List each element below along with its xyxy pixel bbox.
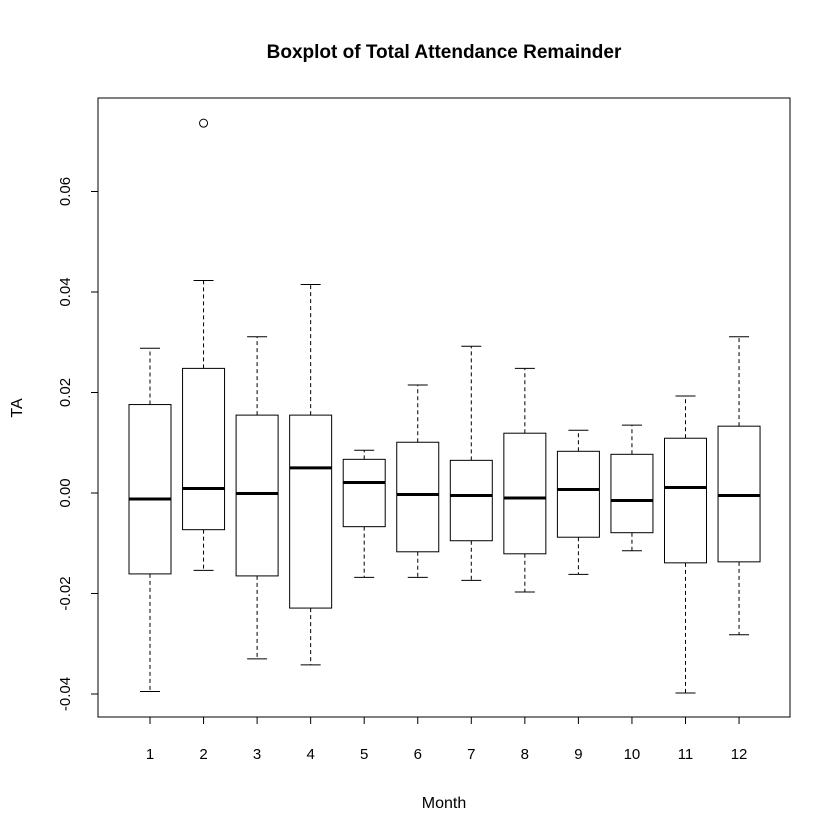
y-tick-label: 0.04 <box>57 277 74 306</box>
y-tick-label: 0.02 <box>57 378 74 407</box>
box-month-7 <box>449 345 493 581</box>
iqr-box <box>289 414 333 609</box>
box-month-4 <box>289 283 333 666</box>
iqr-box <box>717 425 761 563</box>
x-tick-label: 10 <box>624 746 641 763</box>
box-month-12 <box>717 336 761 636</box>
iqr-box <box>664 437 707 564</box>
box-month-6 <box>396 384 440 578</box>
y-tick-label: -0.02 <box>57 576 74 610</box>
iqr-box <box>610 453 654 534</box>
x-tick-label: 6 <box>414 746 422 763</box>
x-tick-label: 4 <box>306 746 314 763</box>
box-month-2 <box>182 118 226 571</box>
box-month-11 <box>664 395 707 694</box>
y-tick-label: -0.04 <box>57 677 74 711</box>
chart-title: Boxplot of Total Attendance Remainder <box>267 42 622 63</box>
x-axis: 1 2 3 4 5 6 7 8 9 10 11 12 <box>146 716 748 763</box>
iqr-box <box>342 458 386 528</box>
iqr-box <box>128 404 172 575</box>
x-tick-label: 12 <box>731 746 748 763</box>
iqr-box <box>503 432 547 555</box>
box-month-9 <box>556 429 600 575</box>
x-tick-label: 9 <box>574 746 582 763</box>
box-month-3 <box>235 336 279 660</box>
iqr-box <box>556 450 600 538</box>
boxes-layer <box>128 118 761 694</box>
y-axis-label: TA <box>9 398 26 418</box>
x-tick-label: 7 <box>467 746 475 763</box>
y-tick-label: 0.00 <box>57 478 74 507</box>
iqr-box <box>449 459 493 542</box>
box-month-8 <box>503 367 547 593</box>
iqr-box <box>235 414 279 577</box>
outlier-point <box>199 118 209 128</box>
x-tick-label: 5 <box>360 746 368 763</box>
iqr-box <box>182 367 226 531</box>
y-tick-label: 0.06 <box>57 177 74 206</box>
x-axis-label: Month <box>422 795 466 812</box>
box-month-1 <box>128 347 172 692</box>
y-axis: -0.04 -0.02 0.00 0.02 0.04 0.06 <box>57 177 99 711</box>
iqr-box <box>396 441 440 553</box>
box-month-5 <box>342 449 386 578</box>
x-tick-label: 2 <box>199 746 207 763</box>
box-month-10 <box>610 424 654 552</box>
x-tick-label: 1 <box>146 746 154 763</box>
x-tick-label: 8 <box>521 746 529 763</box>
x-tick-label: 11 <box>678 746 694 763</box>
x-tick-label: 3 <box>253 746 261 763</box>
